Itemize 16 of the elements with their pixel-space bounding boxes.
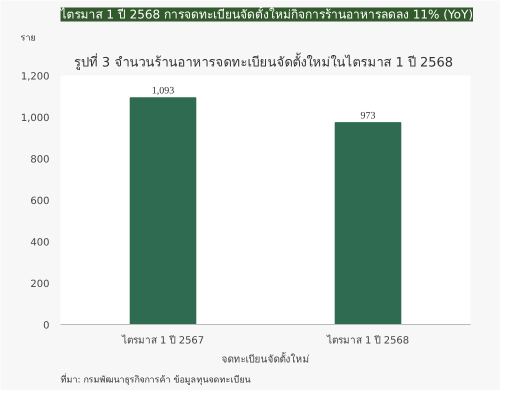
y-axis-title: ราย: [20, 34, 36, 44]
text: ที่มา: กรมพัฒนาธุรกิจการค้า ข้อมูลทุนจดทะเบียน: [60, 372, 250, 386]
y-tick-label: 200: [30, 279, 50, 290]
y-tick-label: 400: [30, 238, 50, 248]
x-tick-label: ไตรมาส 1 ปี 2567: [120, 334, 204, 346]
chart-subtitle: รูปที่ 3 จำนวนร้านอาหารจดทะเบียนจัดตั้งใหม่ในไตรมาส 1 ปี 2568: [74, 52, 454, 70]
y-tick-label: 800: [30, 154, 50, 166]
y-tick-label: 0: [43, 320, 50, 332]
x-tick-label: ไตรมาส 1 ปี 2568: [326, 334, 410, 346]
data-label: 1,093: [152, 86, 174, 97]
y-tick-label: 600: [30, 196, 50, 207]
data-label: 973: [360, 110, 376, 122]
y-tick-label: 1,200: [20, 72, 50, 82]
x-axis-title: จดทะเบียนจัดตั้งใหม่: [222, 352, 310, 366]
y-tick-label: 1,000: [20, 113, 50, 124]
chart-title: ไตรมาส 1 ปี 2568 การจดทะเบียนจัดตั้งใหม่กิจการร้านอาหารลดลง 11% (YoY): [60, 6, 474, 22]
